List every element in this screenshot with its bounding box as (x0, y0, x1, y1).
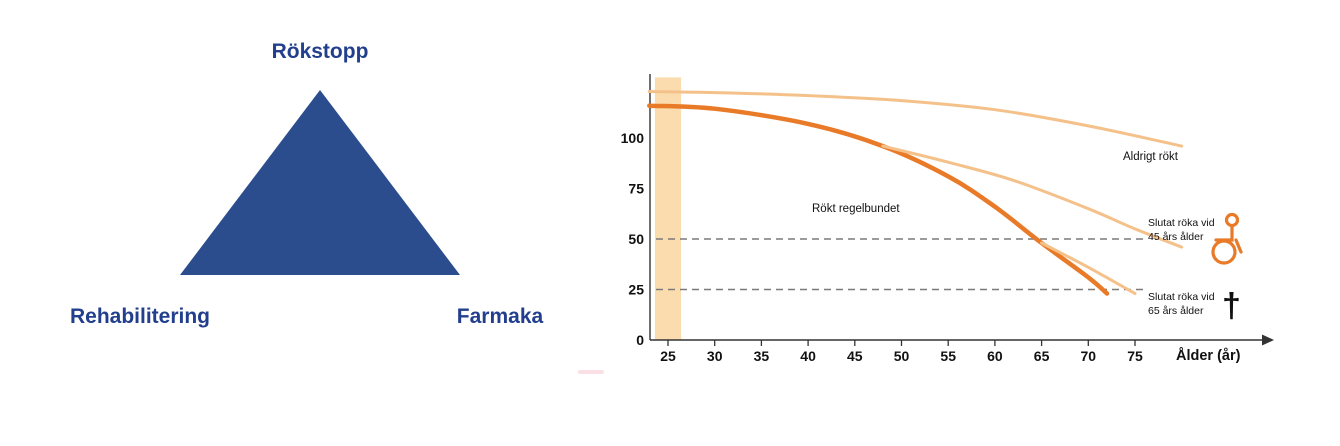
x-tick-label: 50 (894, 348, 910, 364)
x-tick-label: 45 (847, 348, 863, 364)
y-tick-label: 100 (621, 130, 645, 146)
label-never-smoked: Aldrigt rökt (1123, 151, 1179, 163)
x-tick-label: 75 (1127, 348, 1143, 364)
lung-function-chart: 25 30 35 40 45 50 55 60 65 70 75 0 25 50 75 100 Aldrig… (621, 74, 1274, 364)
y-tick-label: 75 (628, 181, 644, 197)
x-tick-label: 35 (754, 348, 770, 364)
x-tick-label: 40 (800, 348, 816, 364)
death-dagger-icon: † (1222, 287, 1241, 325)
curve-regular-smoker (647, 103, 1110, 296)
wheelchair-icon (1211, 212, 1243, 265)
y-axis-ticks: 0 25 50 75 100 (621, 130, 645, 348)
triangle-bottom-right-label: Farmaka (456, 305, 544, 328)
triangle-diagram (180, 90, 460, 275)
x-tick-label: 65 (1034, 348, 1050, 364)
young-age-highlight-band (654, 77, 682, 341)
series-curves (647, 90, 1184, 296)
x-axis-title: Ålder (år) (1176, 347, 1241, 364)
x-axis-arrow-icon (1262, 334, 1274, 346)
y-tick-label: 0 (636, 332, 644, 348)
reference-dashed-lines (656, 238, 1145, 291)
curve-quit-65 (1040, 241, 1137, 295)
x-tick-label: 60 (987, 348, 1003, 364)
x-tick-label: 55 (940, 348, 956, 364)
x-axis-ticks: 25 30 35 40 45 50 55 60 65 70 75 (660, 340, 1143, 364)
curve-quit-45 (881, 144, 1184, 249)
artifact-mark (578, 370, 604, 374)
label-regular-smoker: Rökt regelbundet (812, 203, 900, 215)
triangle-shape (180, 90, 460, 275)
y-tick-label: 50 (628, 231, 644, 247)
label-quit-65-line1: Slutat röka vid (1148, 291, 1215, 303)
x-tick-label: 70 (1081, 348, 1097, 364)
curve-never-smoked (647, 90, 1184, 148)
label-quit-45-line2: 45 års ålder (1148, 231, 1204, 243)
label-quit-65-line2: 65 års ålder (1148, 305, 1204, 317)
triangle-top-label: Rökstopp (271, 40, 369, 63)
x-tick-label: 25 (660, 348, 676, 364)
x-tick-label: 30 (707, 348, 723, 364)
y-tick-label: 25 (628, 282, 644, 298)
label-quit-45-line1: Slutat röka vid (1148, 217, 1215, 229)
triangle-bottom-left-label: Rehabilitering (69, 305, 211, 328)
